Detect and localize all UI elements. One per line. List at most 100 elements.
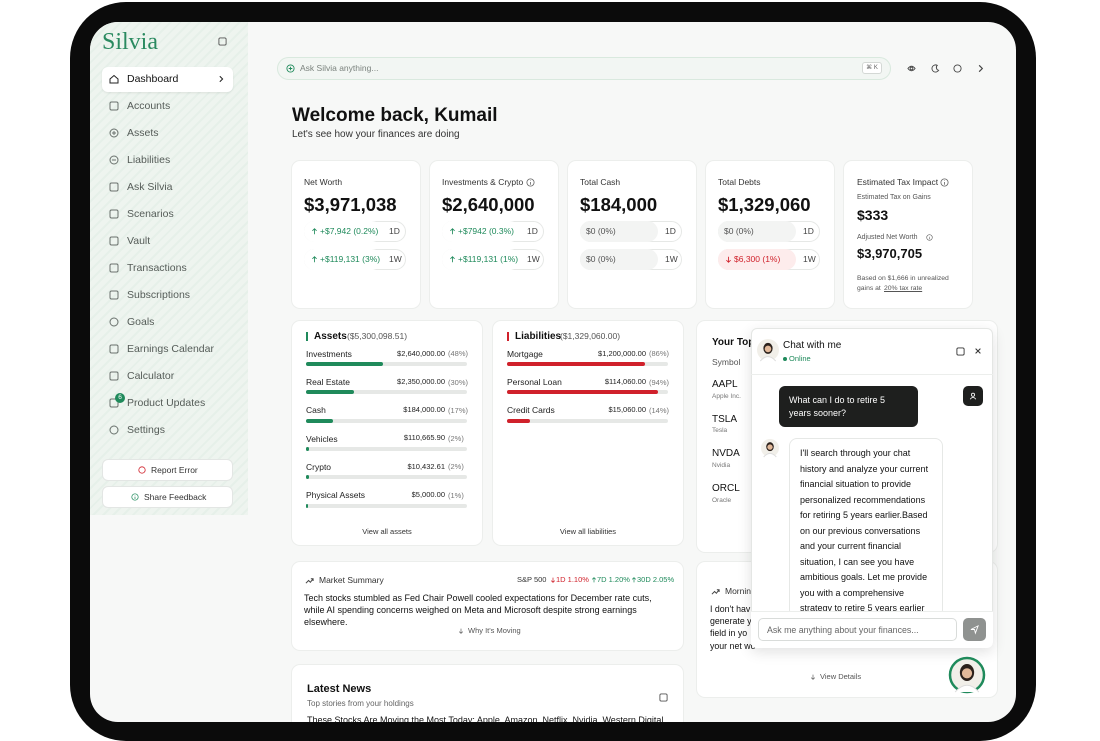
nav-icon (109, 263, 119, 273)
row-share: (2%) (448, 434, 464, 444)
tax-note-link[interactable]: 20% tax rate (884, 284, 923, 292)
bar (306, 503, 308, 508)
nav-item[interactable]: Settings (127, 423, 165, 436)
morning-link[interactable]: View Details (820, 672, 862, 682)
market-title: Market Summary (319, 575, 384, 586)
bar-track (306, 390, 467, 395)
holdings-title: Your Top (712, 337, 755, 348)
toolbar-icon[interactable] (906, 64, 916, 73)
toolbar-icon[interactable] (930, 63, 940, 73)
row-share: (94%) (649, 377, 670, 387)
row-amount: $10,432.61 (407, 461, 445, 471)
change-period: 1W (803, 254, 816, 265)
nav-item[interactable]: Scenarios (127, 207, 174, 220)
news-headline: These Stocks Are Moving the Most Today: … (307, 714, 664, 722)
bar-track (507, 418, 668, 423)
close-icon[interactable] (974, 347, 982, 355)
card-label: Total Cash (580, 176, 621, 187)
change-value-bg (442, 249, 520, 270)
change-value: +$7942 (0.3%) (458, 226, 514, 237)
popout-icon[interactable] (955, 346, 965, 356)
holding-name: Apple Inc. (712, 392, 741, 400)
row-name: Cash (306, 405, 326, 416)
screen: Silvia Dashboard Accounts Assets Liabilities… (90, 22, 1016, 722)
card-label: Investments & Crypto (442, 176, 524, 187)
holding-name: Oracle (712, 496, 732, 504)
bot-message: I'll search through your chat history an… (800, 448, 929, 612)
tax-gains: $333 (857, 207, 889, 223)
change-period: 1D (803, 226, 814, 237)
row-name: Mortgage (507, 348, 543, 359)
row-name: Crypto (306, 461, 332, 472)
row-name: Physical Assets (306, 490, 366, 501)
adjusted-label: Adjusted Net Worth (857, 233, 918, 241)
floating-avatar[interactable] (948, 656, 986, 694)
market-link[interactable]: Why It's Moving (468, 626, 521, 636)
nav-item[interactable]: Earnings Calendar (127, 342, 214, 355)
card-label: Total Debts (718, 176, 761, 187)
sidebar-button[interactable] (102, 486, 233, 508)
change-value: $6,300 (1%) (734, 254, 781, 265)
bar (507, 390, 659, 395)
nav-item[interactable]: Ask Silvia (127, 180, 173, 193)
panel-title: Liabilities (515, 330, 562, 342)
row-amount: $110,665.90 (403, 433, 445, 443)
send-icon (970, 624, 979, 635)
nav-icon (109, 209, 119, 219)
nav-item[interactable]: Subscriptions (127, 288, 191, 301)
sidebar-button-label[interactable]: Report Error (151, 464, 198, 475)
nav-item[interactable]: Calculator (127, 369, 175, 382)
row-amount: $114,060.00 (604, 376, 646, 386)
change-period: 1D (389, 226, 400, 237)
toolbar-icon[interactable] (976, 64, 985, 73)
nav-item[interactable]: Transactions (127, 261, 187, 274)
row-amount: $15,060.00 (608, 405, 646, 415)
search-bar[interactable] (277, 57, 891, 80)
change-period: 1W (665, 254, 678, 265)
nav-item[interactable]: Liabilities (127, 153, 171, 166)
nav-item[interactable]: Goals (127, 315, 155, 328)
assets-panel (292, 321, 482, 545)
chat-input-placeholder: Ask me anything about your finances... (767, 624, 919, 635)
liabilities-panel (493, 321, 683, 545)
bar-track (306, 503, 467, 508)
row-amount: $5,000.00 (411, 490, 445, 499)
nav-item[interactable]: Accounts (127, 99, 171, 112)
collapse-icon[interactable] (217, 36, 227, 46)
tax-gains-label: Estimated Tax on Gains (857, 193, 931, 201)
trend-arrow (311, 256, 317, 263)
tax-card (844, 161, 972, 308)
sidebar-button[interactable] (102, 459, 233, 481)
nav-item[interactable]: Vault (127, 234, 151, 247)
card-value: $3,971,038 (304, 193, 397, 215)
nav-item[interactable]: Product Updates (127, 396, 206, 409)
panel-accent (507, 332, 509, 341)
sidebar-button-label[interactable]: Share Feedback (144, 491, 207, 502)
tax-note: gains at (857, 284, 881, 292)
toolbar-icon[interactable] (952, 63, 962, 73)
row-share: (14%) (649, 405, 670, 415)
brand: Silvia (102, 29, 159, 55)
button-icon (131, 493, 139, 501)
panel-link[interactable]: View all assets (362, 527, 412, 536)
nav-icon (109, 236, 119, 246)
nav-item[interactable]: Dashboard (127, 72, 179, 85)
page-subtitle: Let's see how your finances are doing (292, 129, 460, 140)
sidebar (90, 22, 248, 515)
adjusted-value: $3,970,705 (857, 245, 923, 261)
search-placeholder: Ask Silvia anything... (300, 63, 379, 74)
nav-item[interactable]: Assets (127, 126, 159, 139)
holding-name: Nvidia (712, 462, 731, 470)
nav-active (102, 67, 233, 92)
change-value-bg (442, 221, 520, 242)
panel-link[interactable]: View all liabilities (559, 527, 617, 536)
market-icon (305, 577, 314, 584)
change-period: 1D (527, 226, 538, 237)
market-panel (292, 562, 683, 650)
info-icon (939, 177, 949, 187)
bot-avatar (761, 439, 779, 458)
tax-note: Based on $1,666 in unrealized (857, 274, 949, 282)
chat-input[interactable] (758, 618, 957, 641)
nav-icon (109, 155, 119, 165)
